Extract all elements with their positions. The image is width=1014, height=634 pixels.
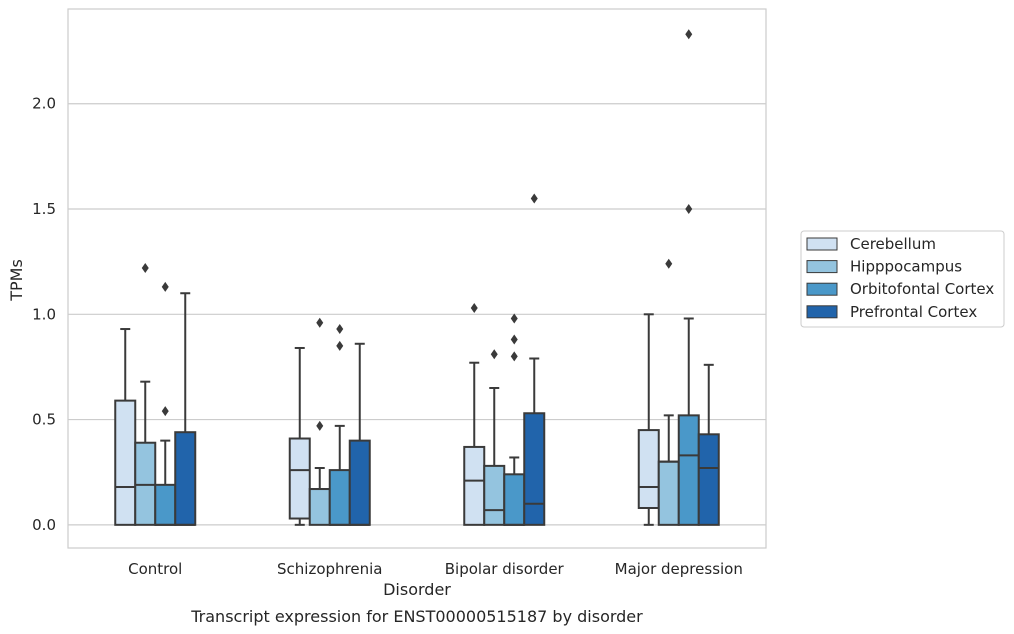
outlier-point bbox=[510, 334, 518, 345]
legend-label: Cerebellum bbox=[850, 235, 936, 253]
outlier-point bbox=[685, 204, 693, 215]
legend-frame bbox=[800, 230, 1005, 328]
legend-label: Hipppocampus bbox=[850, 258, 962, 276]
box-cerebellum bbox=[463, 302, 486, 526]
box-hipppocampus bbox=[308, 317, 331, 526]
legend-label: Orbitofontal Cortex bbox=[850, 280, 994, 298]
legend-swatch bbox=[806, 237, 838, 251]
box-body bbox=[483, 464, 506, 526]
box-body bbox=[697, 433, 720, 526]
box-prefrontal-cortex bbox=[523, 193, 546, 526]
box-body bbox=[348, 439, 371, 526]
outlier-point bbox=[161, 406, 169, 417]
box-hipppocampus bbox=[657, 258, 680, 526]
boxes bbox=[114, 29, 720, 526]
legend-swatch bbox=[806, 282, 838, 296]
box-body bbox=[657, 460, 680, 526]
outlier-point bbox=[665, 258, 673, 269]
outlier-point bbox=[510, 313, 518, 324]
y-tick-label: 0.5 bbox=[32, 411, 56, 429]
box-cerebellum bbox=[288, 346, 311, 526]
x-tick-label: Control bbox=[128, 560, 182, 578]
box-body bbox=[134, 441, 157, 526]
x-tick-label: Schizophrenia bbox=[277, 560, 382, 578]
box-orbitofontal-cortex bbox=[677, 29, 700, 526]
legend-swatch bbox=[806, 260, 838, 274]
box-prefrontal-cortex bbox=[697, 363, 720, 526]
x-tick-labels: Control Schizophrenia Bipolar disorder Majo… bbox=[128, 560, 743, 578]
outlier-point bbox=[510, 351, 518, 362]
box-body bbox=[174, 431, 197, 526]
outlier-point bbox=[141, 262, 149, 273]
y-tick-labels: 0.0 0.5 1.0 1.5 2.0 bbox=[32, 95, 56, 534]
y-tick-label: 1.5 bbox=[32, 200, 56, 218]
legend-swatch bbox=[806, 305, 838, 319]
outlier-point bbox=[161, 281, 169, 292]
box-body bbox=[114, 399, 137, 526]
chart-caption: Transcript expression for ENST0000051518… bbox=[190, 607, 643, 626]
box-body bbox=[328, 469, 351, 526]
outlier-point bbox=[530, 193, 538, 204]
box-body bbox=[288, 437, 311, 520]
box-body bbox=[523, 412, 546, 526]
outlier-point bbox=[336, 324, 344, 335]
box-orbitofontal-cortex bbox=[154, 281, 177, 526]
outlier-point bbox=[316, 420, 324, 431]
box-prefrontal-cortex bbox=[174, 292, 197, 526]
box-body bbox=[154, 483, 177, 526]
x-tick-label: Bipolar disorder bbox=[445, 560, 565, 578]
box-body bbox=[503, 473, 526, 526]
outlier-point bbox=[316, 317, 324, 328]
x-tick-label: Major depression bbox=[615, 560, 743, 578]
outlier-point bbox=[336, 340, 344, 351]
outlier-point bbox=[490, 349, 498, 360]
box-orbitofontal-cortex bbox=[503, 313, 526, 526]
box-body bbox=[463, 445, 486, 526]
x-axis-title: Disorder bbox=[383, 580, 451, 599]
box-hipppocampus bbox=[134, 262, 157, 526]
y-tick-label: 1.0 bbox=[32, 305, 56, 323]
box-body bbox=[637, 429, 660, 509]
box-body bbox=[677, 414, 700, 526]
box-prefrontal-cortex bbox=[348, 342, 371, 526]
legend-label: Prefrontal Cortex bbox=[850, 303, 977, 321]
outlier-point bbox=[470, 302, 478, 313]
legend: Cerebellum Hipppocampus Orbitofontal Corte… bbox=[800, 230, 1005, 328]
outlier-point bbox=[685, 29, 693, 40]
y-tick-label: 2.0 bbox=[32, 95, 56, 113]
y-axis-title: TPMs bbox=[7, 259, 26, 302]
y-tick-label: 0.0 bbox=[32, 516, 56, 534]
box-body bbox=[308, 488, 331, 526]
